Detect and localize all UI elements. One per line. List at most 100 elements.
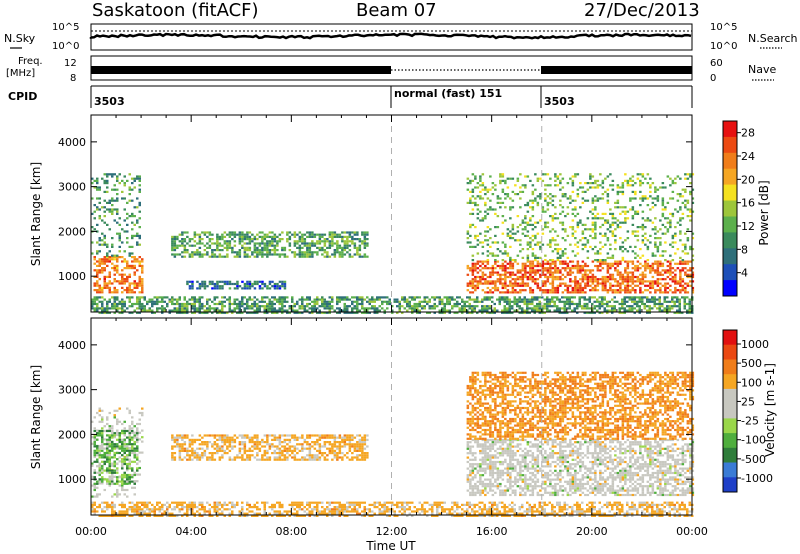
data-cell — [616, 201, 620, 204]
data-cell — [233, 231, 237, 234]
data-cell — [518, 307, 521, 310]
data-cell — [201, 311, 204, 314]
data-cell — [376, 298, 379, 301]
data-cell — [486, 212, 490, 215]
data-cell — [96, 454, 99, 457]
data-cell — [551, 204, 555, 207]
data-cell — [301, 443, 304, 446]
data-cell — [586, 182, 590, 185]
data-cell — [641, 254, 645, 257]
data-cell — [93, 471, 96, 474]
data-cell — [128, 411, 131, 415]
data-cell — [678, 309, 681, 312]
data-cell — [561, 262, 565, 265]
data-cell — [251, 298, 254, 301]
data-cell — [679, 193, 682, 196]
data-cell — [566, 212, 570, 215]
data-cell — [646, 267, 650, 270]
data-cell — [474, 264, 477, 268]
data-cell — [321, 233, 324, 236]
data-cell — [554, 289, 557, 292]
data-cell — [108, 449, 111, 452]
data-cell — [681, 267, 685, 270]
data-cell — [516, 226, 520, 229]
data-cell — [611, 184, 615, 187]
data-cell — [353, 244, 357, 247]
data-cell — [486, 311, 489, 314]
data-cell — [171, 238, 174, 241]
data-cell — [611, 254, 615, 257]
data-cell — [131, 445, 134, 448]
data-cell — [556, 184, 560, 187]
data-cell — [253, 238, 257, 241]
data-cell — [278, 253, 282, 256]
data-cell — [361, 231, 364, 234]
data-cell — [256, 246, 259, 249]
data-cell — [266, 296, 269, 299]
data-cell — [343, 246, 347, 249]
nave-label: Nave — [748, 63, 776, 76]
data-cell — [466, 309, 469, 312]
data-cell — [576, 269, 580, 272]
data-cell — [576, 271, 580, 274]
data-cell — [426, 296, 429, 299]
data-cell — [121, 298, 124, 301]
data-cell — [116, 443, 119, 446]
data-cell — [123, 219, 126, 222]
data-cell — [579, 239, 582, 242]
data-cell — [203, 309, 206, 312]
data-cell — [211, 238, 214, 241]
data-cell — [131, 221, 134, 224]
data-cell — [489, 271, 492, 274]
data-cell — [519, 289, 522, 292]
data-cell — [346, 307, 349, 310]
data-cell — [596, 282, 600, 285]
data-cell — [689, 273, 692, 276]
data-cell — [113, 219, 116, 222]
data-cell — [676, 282, 680, 285]
data-cell — [641, 271, 645, 274]
data-cell — [113, 269, 116, 272]
data-cell — [494, 286, 497, 290]
data-cell — [643, 305, 646, 308]
data-cell — [171, 300, 174, 303]
data-cell — [474, 237, 477, 240]
data-cell — [253, 249, 257, 252]
data-cell — [393, 300, 396, 303]
data-cell — [201, 280, 204, 283]
data-cell — [416, 311, 419, 314]
data-cell — [548, 298, 551, 301]
data-cell — [311, 311, 314, 314]
data-cell — [448, 302, 451, 306]
data-cell — [524, 175, 527, 178]
data-cell — [261, 445, 264, 448]
data-cell — [659, 286, 662, 290]
data-cell — [338, 298, 341, 301]
data-cell — [293, 445, 297, 448]
data-cell — [111, 296, 114, 299]
data-cell — [504, 250, 507, 253]
data-cell — [198, 305, 201, 308]
data-cell — [141, 309, 144, 312]
data-cell — [281, 441, 284, 444]
data-cell — [524, 269, 527, 272]
data-cell — [208, 280, 212, 283]
data-cell — [654, 269, 657, 272]
data-cell — [603, 296, 606, 299]
data-cell — [361, 307, 364, 310]
data-cell — [451, 305, 454, 308]
data-cell — [301, 296, 304, 299]
data-cell — [469, 291, 472, 294]
data-cell — [213, 309, 216, 312]
data-cell — [181, 449, 184, 452]
data-cell — [531, 248, 535, 251]
data-cell — [479, 184, 482, 187]
data-cell — [501, 278, 505, 281]
data-cell — [518, 296, 521, 299]
data-cell — [98, 469, 101, 472]
data-cell — [181, 438, 184, 441]
data-cell — [526, 223, 530, 226]
data-cell — [231, 438, 234, 441]
data-cell — [233, 438, 237, 441]
data-cell — [211, 434, 214, 437]
